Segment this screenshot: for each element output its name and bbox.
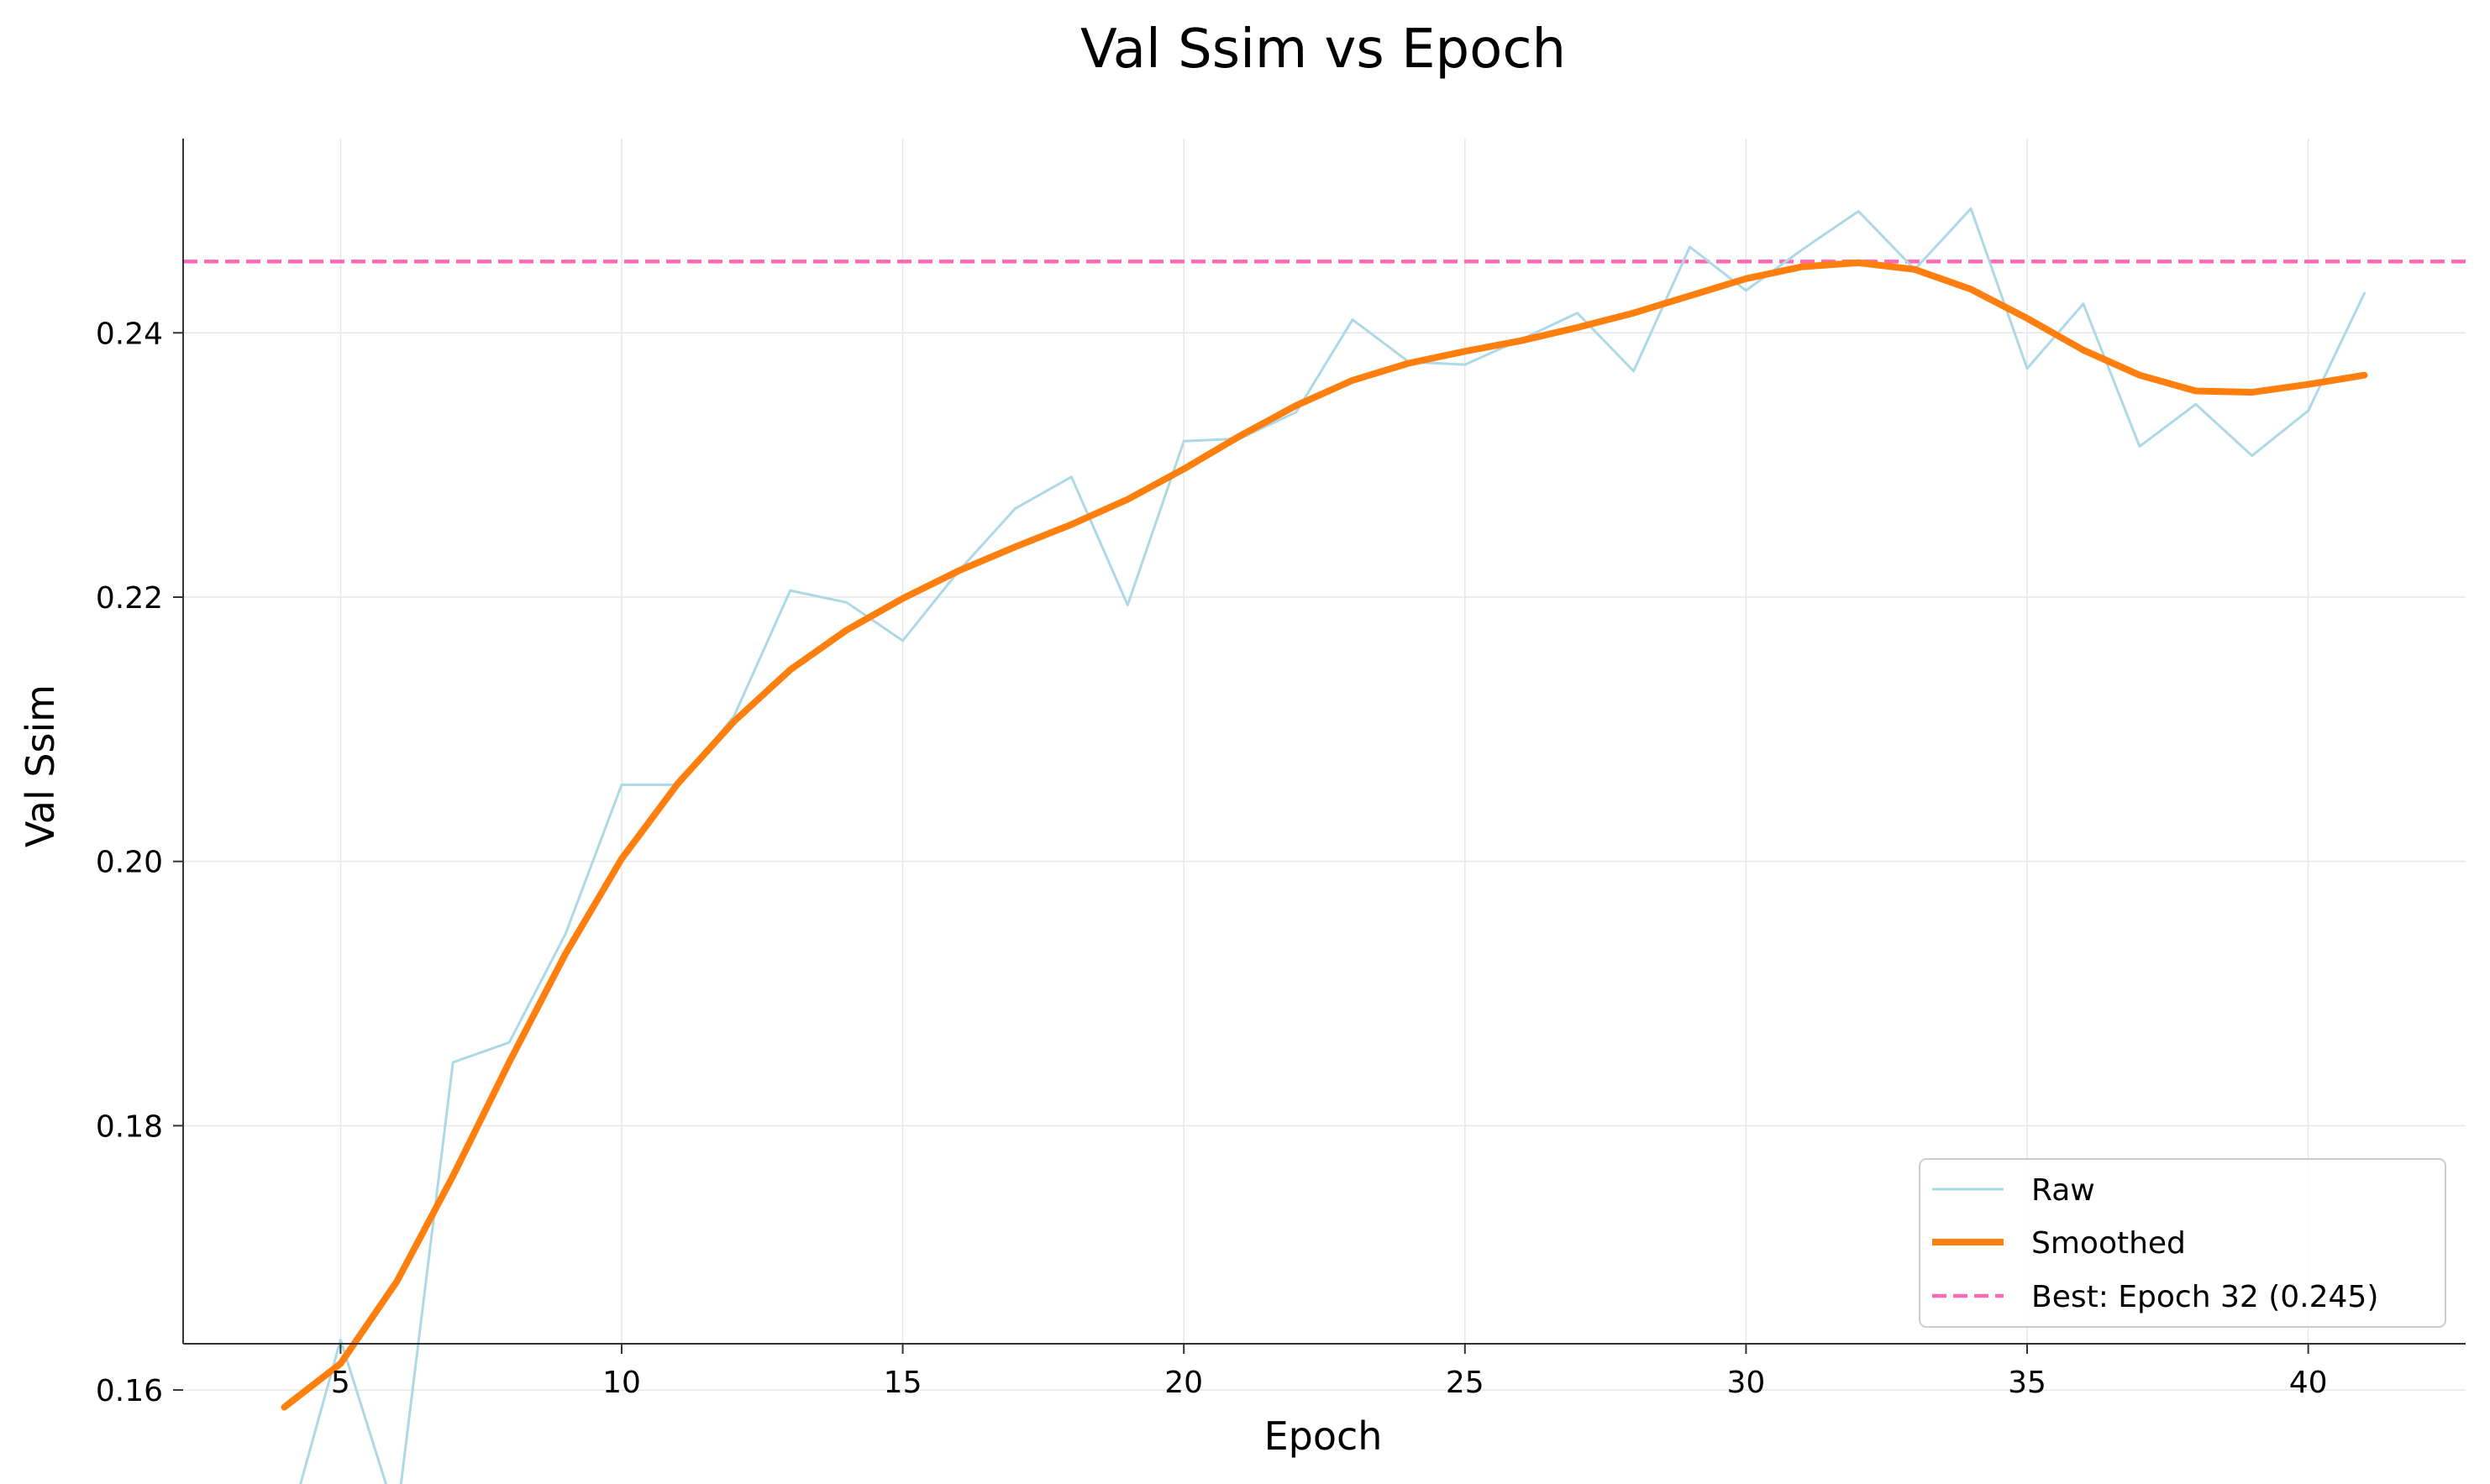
y-axis-label: Val Ssim (18, 684, 63, 847)
legend-label-smoothed: Smoothed (2031, 1226, 2186, 1261)
y-tick-label-0: 0.16 (96, 1374, 163, 1408)
x-tick-label-15: 15 (884, 1366, 922, 1400)
y-tick-label-1: 0.18 (96, 1109, 163, 1144)
x-tick-label-10: 10 (602, 1366, 641, 1400)
axes (182, 139, 2466, 1345)
y-tick-label-4: 0.24 (96, 317, 163, 351)
series-layer (281, 207, 2368, 1484)
legend-label-raw: Raw (2031, 1173, 2095, 1208)
legend-label-best: Best: Epoch 32 (0.245) (2031, 1280, 2378, 1314)
y-tick-label-3: 0.22 (96, 581, 163, 616)
chart-title: Val Ssim vs Epoch (1080, 18, 1566, 81)
x-tick-label-40: 40 (2289, 1366, 2328, 1400)
x-tick-label-25: 25 (1446, 1366, 1484, 1400)
x-tick-label-35: 35 (2008, 1366, 2046, 1400)
x-axis-label: Epoch (1264, 1413, 1383, 1459)
y-tick-label-2: 0.20 (96, 846, 163, 880)
ticks: 5 10 15 20 25 30 35 40 0.16 0.18 0.20 0.22 0.24 (96, 317, 2328, 1408)
grid (183, 139, 2466, 1391)
x-tick-label-5: 5 (331, 1366, 350, 1400)
series-line-smoothed (281, 259, 2368, 1411)
legend: Raw Smoothed Best: Epoch 32 (0.245) (1919, 1158, 2446, 1328)
legend-frame (1919, 1158, 2446, 1328)
x-tick-label-30: 30 (1727, 1366, 1766, 1400)
x-tick-label-20: 20 (1164, 1366, 1203, 1400)
series-line-raw (299, 207, 2366, 1484)
